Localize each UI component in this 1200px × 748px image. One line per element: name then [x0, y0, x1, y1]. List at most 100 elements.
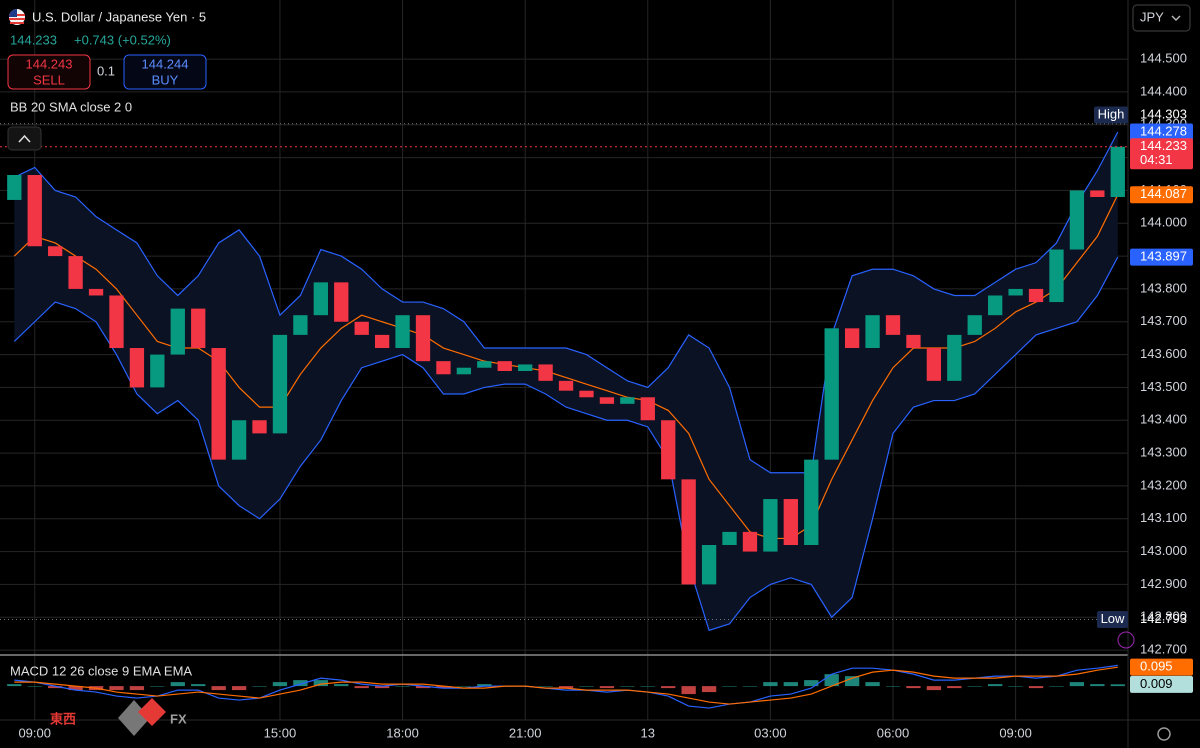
histogram-bar: [1028, 686, 1044, 689]
buy-button[interactable]: [123, 54, 207, 90]
histogram-bar: [640, 686, 655, 687]
collapse-icon[interactable]: [18, 134, 31, 143]
candle-body: [844, 328, 860, 349]
last-price-label: 144.233: [1140, 138, 1187, 153]
macd-value-label-box: [1130, 675, 1193, 693]
histogram-bar: [967, 686, 982, 687]
settings-icon[interactable]: [1157, 727, 1171, 741]
candle-body: [211, 348, 226, 460]
price-label-box: [1130, 123, 1193, 141]
candle-body: [170, 308, 185, 355]
histogram-bar: [947, 686, 962, 689]
histogram-bar: [763, 682, 778, 687]
y-tick-label: 143.000: [1140, 543, 1187, 558]
symbol-title: U.S. Dollar / Japanese Yen · 5: [32, 9, 206, 24]
x-tick-label: 06:00: [877, 725, 910, 740]
histogram-bar: [661, 686, 676, 689]
y-tick-label: 142.900: [1140, 576, 1187, 591]
candle-body: [272, 334, 288, 434]
collapse-button[interactable]: [7, 126, 42, 151]
watermark-brand: 東西: [50, 711, 76, 726]
candle-body: [885, 315, 901, 335]
histogram-bar: [599, 686, 615, 689]
histogram-bar: [885, 686, 901, 687]
macd-value-label-box: [1130, 658, 1193, 676]
last-price-box: [1130, 138, 1193, 170]
y-tick-label: 143.600: [1140, 346, 1187, 361]
histogram-bar: [579, 686, 594, 687]
low-tag: [1097, 611, 1128, 629]
candle-body: [722, 531, 737, 546]
candle-body: [701, 545, 717, 585]
histogram-bar: [824, 674, 839, 687]
candle-body: [599, 397, 615, 404]
candle-body: [538, 364, 553, 381]
macd-title: MACD 12 26 close 9 EMA EMA: [10, 663, 192, 678]
buy-price[interactable]: 144.244: [142, 56, 189, 71]
y-tick-label: 143.800: [1140, 280, 1187, 295]
x-tick-label: 09:00: [999, 725, 1032, 740]
sell-price[interactable]: 144.243: [26, 56, 73, 71]
candle-body: [415, 315, 431, 362]
histogram-bar: [211, 686, 226, 691]
currency-dropdown[interactable]: [1132, 4, 1191, 32]
dropdown-icon[interactable]: [1171, 15, 1181, 21]
candle-body: [88, 288, 104, 296]
histogram-bar: [334, 684, 349, 687]
high-price: 144.303: [1140, 106, 1187, 121]
histogram-bar: [395, 686, 410, 687]
buy-label[interactable]: BUY: [152, 72, 179, 87]
histogram-bar: [7, 684, 22, 687]
price-label-box: [1130, 248, 1193, 266]
sell-button[interactable]: [7, 54, 91, 90]
price-label: 144.278: [1140, 123, 1187, 138]
candle-body: [191, 308, 206, 349]
candle-body: [558, 380, 574, 391]
candle-body: [109, 295, 124, 349]
histogram-bar: [293, 680, 308, 687]
y-tick-label: 143.400: [1140, 412, 1187, 427]
price-label: 144.087: [1140, 186, 1187, 201]
histogram-bar: [906, 686, 921, 689]
price-label-box: [1130, 186, 1193, 204]
histogram-bar: [620, 686, 635, 687]
candle-body: [640, 397, 655, 421]
candle-body: [1069, 190, 1085, 250]
sell-label[interactable]: SELL: [33, 72, 65, 87]
histogram-bar: [170, 682, 185, 687]
candle-body: [1110, 146, 1125, 197]
candle-body: [48, 246, 63, 257]
candle-body: [497, 361, 512, 372]
y-tick-label: 142.700: [1140, 642, 1187, 657]
high-tag-label: High: [1098, 106, 1125, 121]
candle-body: [395, 315, 410, 349]
histogram-bar: [681, 686, 696, 695]
histogram-bar: [1008, 686, 1023, 687]
y-tick-label: 143.100: [1140, 510, 1187, 525]
x-tick-label: 21:00: [509, 725, 542, 740]
histogram-bar: [354, 686, 369, 689]
alert-icon[interactable]: [1117, 631, 1135, 649]
candle-body: [1028, 288, 1044, 303]
histogram-bar: [191, 684, 206, 687]
candle-body: [252, 420, 267, 434]
y-tick-label: 143.300: [1140, 445, 1187, 460]
plot-area: [0, 123, 1128, 709]
macd-line: [14, 666, 1118, 705]
histogram-bar: [272, 682, 288, 687]
histogram-bar: [456, 686, 472, 687]
macd-line: [14, 664, 1118, 709]
candle-body: [783, 499, 798, 546]
histogram-bar: [865, 682, 880, 687]
candle-body: [579, 390, 594, 398]
candle-body: [906, 334, 921, 349]
band-line: [13, 256, 1119, 632]
candle-body: [865, 315, 880, 349]
histogram-bar: [988, 684, 1003, 687]
histogram-bar: [1049, 686, 1064, 687]
currency-label[interactable]: JPY: [1140, 9, 1164, 24]
histogram-bar: [558, 686, 574, 689]
candle-body: [947, 334, 962, 381]
